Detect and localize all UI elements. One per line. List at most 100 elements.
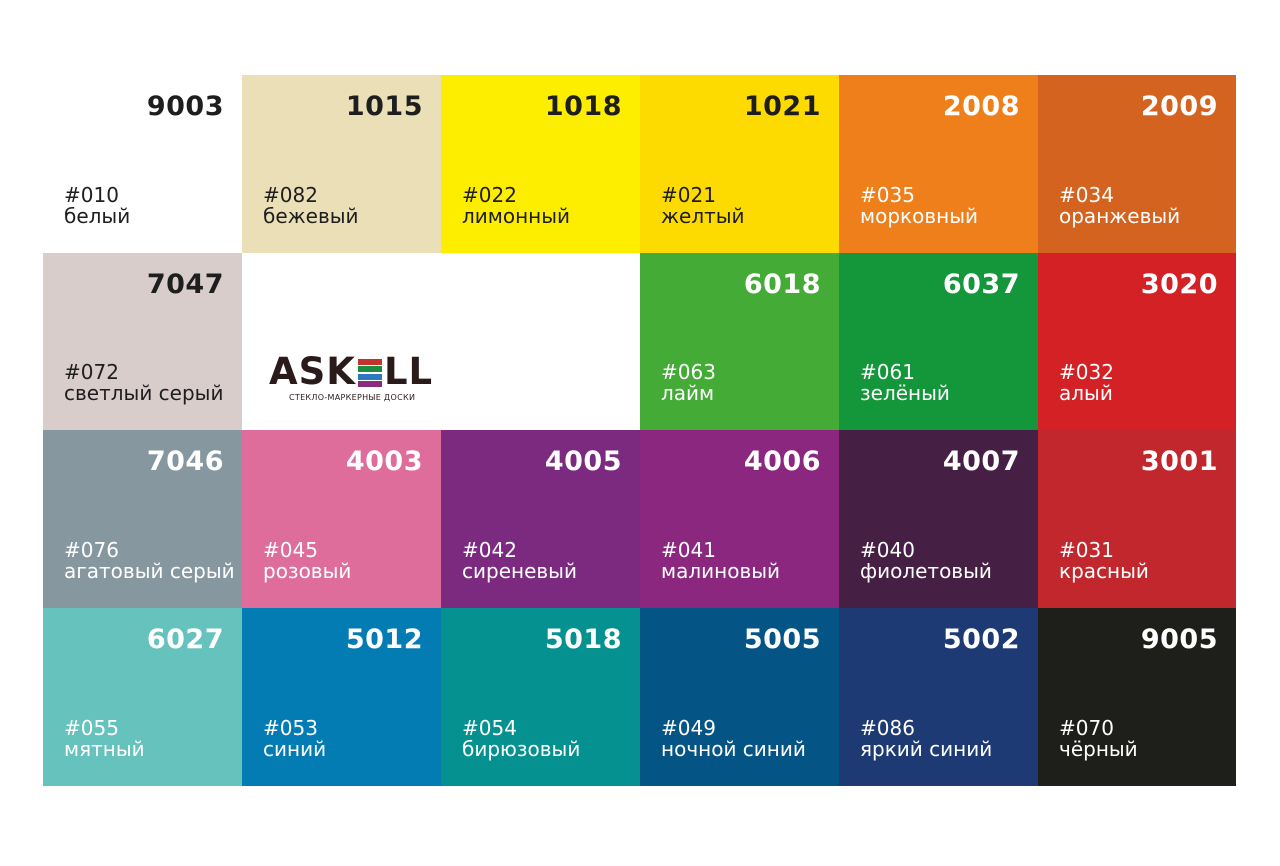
swatch-label: #042 сиреневый	[462, 540, 577, 582]
ral-number: 1021	[743, 91, 821, 122]
color-swatch: 4003 #045 розовый	[242, 430, 441, 608]
color-code: #054	[462, 716, 517, 740]
color-name: белый	[64, 204, 131, 228]
color-name: оранжевый	[1059, 204, 1181, 228]
ral-number: 9003	[146, 91, 224, 122]
swatch-label: #055 мятный	[64, 718, 145, 760]
ral-number: 4007	[942, 446, 1020, 477]
color-swatch: 6037 #061 зелёный	[839, 253, 1038, 430]
swatch-label: #022 лимонный	[462, 185, 570, 227]
logo-stripe	[357, 373, 382, 380]
color-name: фиолетовый	[860, 559, 992, 583]
color-code: #086	[860, 716, 915, 740]
color-name: розовый	[263, 559, 352, 583]
color-code: #021	[661, 183, 716, 207]
ral-number: 3001	[1140, 446, 1218, 477]
color-name: чёрный	[1059, 737, 1138, 761]
color-name: ночной синий	[661, 737, 806, 761]
color-code: #031	[1059, 538, 1114, 562]
color-name: красный	[1059, 559, 1149, 583]
color-swatch: 2008 #035 морковный	[839, 75, 1038, 253]
color-code: #022	[462, 183, 517, 207]
swatch-label: #035 морковный	[860, 185, 978, 227]
ral-number: 5018	[544, 624, 622, 655]
color-name: морковный	[860, 204, 978, 228]
swatch-label: #031 красный	[1059, 540, 1149, 582]
ral-number: 7046	[146, 446, 224, 477]
logo-stripe	[357, 380, 382, 387]
color-name: алый	[1059, 381, 1113, 405]
color-swatch: 4007 #040 фиолетовый	[839, 430, 1038, 608]
swatch-label: #076 агатовый серый	[64, 540, 235, 582]
swatch-label: #072 светлый серый	[64, 362, 223, 404]
ral-number: 4006	[743, 446, 821, 477]
swatch-label: #049 ночной синий	[661, 718, 806, 760]
ral-number: 5012	[345, 624, 423, 655]
askell-logo: ASK LL СТЕКЛО-МАРКЕРНЫЕ ДОСКИ	[269, 353, 433, 403]
color-code: #053	[263, 716, 318, 740]
logo-text-end: LL	[383, 350, 434, 393]
color-swatch: 9003 #010 белый	[43, 75, 242, 253]
color-code: #082	[263, 183, 318, 207]
swatch-label: #070 чёрный	[1059, 718, 1138, 760]
logo-wordmark: ASK LL	[269, 353, 433, 391]
swatch-label: #054 бирюзовый	[462, 718, 580, 760]
color-swatch: 3020 #032 алый	[1038, 253, 1236, 430]
color-code: #072	[64, 360, 119, 384]
color-code: #055	[64, 716, 119, 740]
swatch-label: #040 фиолетовый	[860, 540, 992, 582]
swatch-label: #045 розовый	[263, 540, 351, 582]
ral-number: 1015	[345, 91, 423, 122]
color-swatch: 7047 #072 светлый серый	[43, 253, 242, 430]
color-name: лайм	[661, 381, 715, 405]
ral-number: 3020	[1140, 269, 1218, 300]
swatch-label: #061 зелёный	[860, 362, 950, 404]
color-name: зелёный	[860, 381, 950, 405]
color-code: #041	[661, 538, 716, 562]
ral-number: 4005	[544, 446, 622, 477]
ral-number: 6018	[743, 269, 821, 300]
color-code: #010	[64, 183, 119, 207]
color-swatch: 2009 #034 оранжевый	[1038, 75, 1236, 253]
color-code: #061	[860, 360, 915, 384]
color-code: #032	[1059, 360, 1114, 384]
color-name: светлый серый	[64, 381, 224, 405]
color-name: бирюзовый	[462, 737, 581, 761]
color-code: #070	[1059, 716, 1114, 740]
ral-number: 2008	[942, 91, 1020, 122]
swatch-label: #053 синий	[263, 718, 326, 760]
color-swatch: 5018 #054 бирюзовый	[441, 608, 640, 786]
ral-number: 1018	[544, 91, 622, 122]
color-swatch: 4005 #042 сиреневый	[441, 430, 640, 608]
swatch-label: #021 желтый	[661, 185, 745, 227]
color-swatch: 1018 #022 лимонный	[441, 75, 640, 253]
color-name: синий	[263, 737, 327, 761]
color-swatch: 5012 #053 синий	[242, 608, 441, 786]
color-name: лимонный	[462, 204, 571, 228]
color-swatch: 6018 #063 лайм	[640, 253, 839, 430]
color-swatch: 1015 #082 бежевый	[242, 75, 441, 253]
color-swatch: 5005 #049 ночной синий	[640, 608, 839, 786]
ral-number: 7047	[146, 269, 224, 300]
logo-tagline: СТЕКЛО-МАРКЕРНЫЕ ДОСКИ	[289, 393, 416, 402]
swatch-label: #010 белый	[64, 185, 130, 227]
logo-text-start: ASK	[269, 350, 356, 393]
color-code: #034	[1059, 183, 1114, 207]
ral-number: 6027	[146, 624, 224, 655]
color-name: мятный	[64, 737, 145, 761]
color-name: яркий синий	[860, 737, 993, 761]
color-code: #076	[64, 538, 119, 562]
ral-number: 5005	[743, 624, 821, 655]
color-name: малиновый	[661, 559, 781, 583]
color-chart-grid: 9003 #010 белый 1015 #082 бежевый 1018 #022 лимо…	[43, 75, 1236, 786]
color-swatch: 3001 #031 красный	[1038, 430, 1236, 608]
color-swatch: 9005 #070 чёрный	[1038, 608, 1236, 786]
swatch-label: #041 малиновый	[661, 540, 780, 582]
color-name: агатовый серый	[64, 559, 235, 583]
color-code: #040	[860, 538, 915, 562]
ral-number: 6037	[942, 269, 1020, 300]
swatch-label: #082 бежевый	[263, 185, 359, 227]
askell-logo-panel: ASK LL СТЕКЛО-МАРКЕРНЫЕ ДОСКИ	[242, 253, 640, 430]
color-swatch: 4006 #041 малиновый	[640, 430, 839, 608]
color-swatch: 7046 #076 агатовый серый	[43, 430, 242, 608]
